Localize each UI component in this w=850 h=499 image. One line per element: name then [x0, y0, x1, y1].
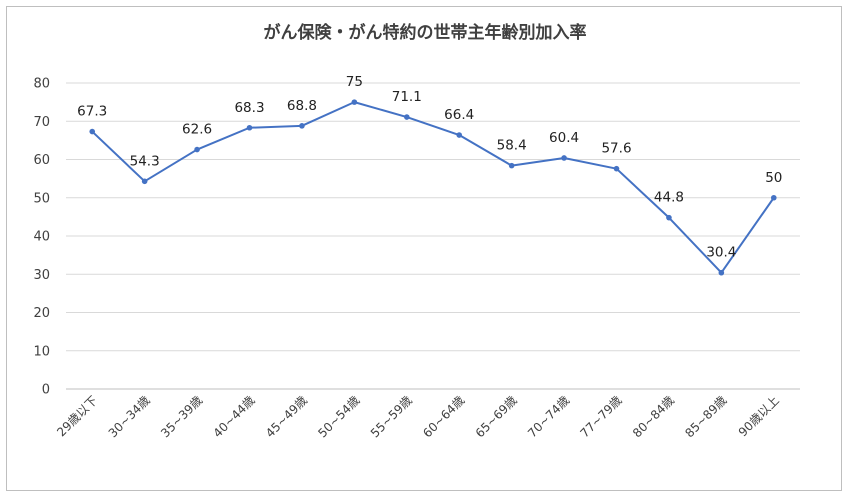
data-label: 58.4 — [497, 138, 527, 154]
data-labels: 67.3 54.3 62.6 68.3 68.8 75 71.1 66.4 58.4 60.4 57… — [77, 74, 782, 261]
data-point — [299, 123, 305, 129]
chart-frame — [6, 6, 842, 491]
data-label: 68.8 — [287, 98, 317, 114]
data-point — [246, 124, 253, 131]
data-label: 50 — [765, 170, 782, 186]
y-tick-label: 40 — [33, 230, 50, 245]
data-label: 60.4 — [549, 130, 579, 146]
data-label: 62.6 — [182, 122, 212, 138]
y-tick-label: 60 — [33, 153, 50, 168]
x-tick-label: 85~89歳 — [682, 393, 729, 440]
data-label: 71.1 — [392, 89, 422, 105]
data-point — [456, 132, 463, 138]
data-point — [718, 269, 725, 276]
y-axis: 0 10 20 30 40 50 60 70 80 — [33, 77, 50, 398]
y-tick-label: 80 — [33, 77, 50, 92]
x-tick-label: 65~69歳 — [473, 393, 520, 440]
x-tick-label: 40~44歳 — [211, 393, 258, 440]
x-tick-label: 30~34歳 — [106, 393, 153, 440]
x-tick-label: 55~59歳 — [368, 393, 415, 440]
data-label: 57.6 — [601, 141, 631, 157]
data-point — [141, 178, 148, 185]
x-tick-label: 50~54歳 — [315, 393, 362, 440]
data-point — [403, 114, 410, 120]
chart-title: がん保険・がん特約の世帯主年齢別加入率 — [263, 23, 587, 43]
data-point — [770, 194, 777, 201]
series-group — [89, 99, 777, 276]
data-label: 66.4 — [444, 107, 474, 123]
x-tick-label: 29歳以下 — [54, 393, 100, 439]
data-point — [194, 146, 200, 153]
data-point — [613, 165, 620, 172]
x-tick-label: 45~49歳 — [263, 393, 310, 440]
data-label: 54.3 — [130, 153, 160, 169]
data-point — [508, 162, 515, 169]
y-tick-label: 0 — [42, 383, 50, 398]
x-tick-label: 70~74歳 — [525, 393, 572, 440]
gridlines — [66, 82, 800, 390]
x-tick-label: 60~64歳 — [420, 393, 467, 440]
y-tick-label: 70 — [33, 115, 50, 130]
x-tick-label: 77~79歳 — [578, 393, 625, 440]
y-tick-label: 10 — [33, 344, 50, 359]
series-line — [91, 101, 775, 274]
x-tick-label: 35~39歳 — [158, 393, 205, 440]
data-label: 30.4 — [706, 245, 736, 261]
data-label: 67.3 — [77, 104, 107, 120]
x-tick-label: 80~84歳 — [630, 393, 677, 440]
data-point — [561, 155, 567, 161]
data-point — [89, 128, 96, 135]
data-point — [666, 214, 672, 221]
x-axis: 29歳以下 30~34歳 35~39歳 40~44歳 45~49歳 50~54歳 55~59… — [54, 393, 782, 440]
x-tick-label: 90歳以上 — [736, 393, 782, 439]
data-label: 68.3 — [234, 100, 264, 116]
data-point — [351, 99, 358, 105]
y-tick-label: 30 — [33, 268, 50, 283]
y-tick-label: 20 — [33, 306, 50, 321]
data-label: 75 — [346, 74, 363, 90]
data-label: 44.8 — [654, 190, 684, 206]
y-tick-label: 50 — [33, 191, 50, 206]
